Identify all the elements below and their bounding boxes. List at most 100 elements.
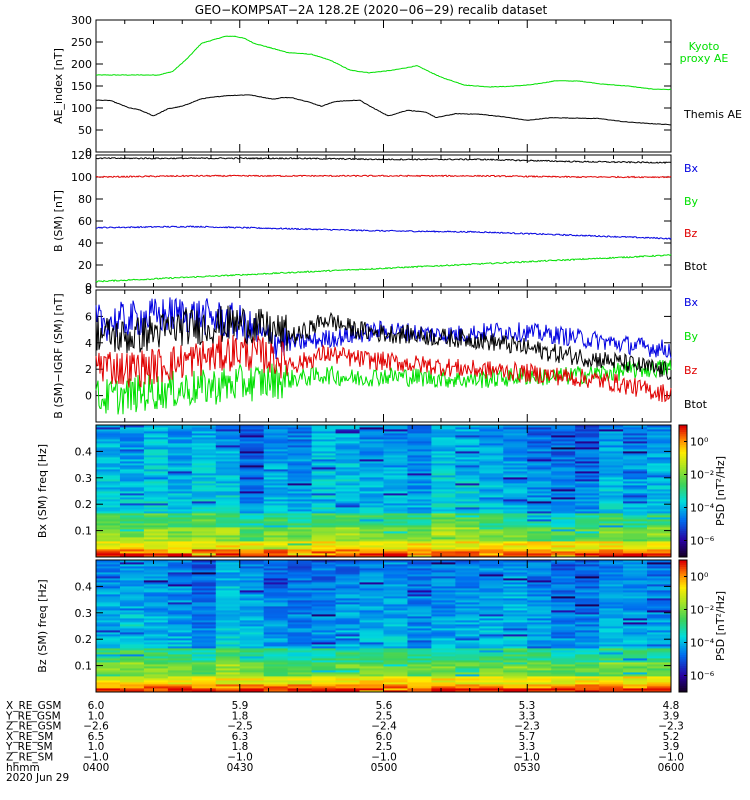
spectrogram-cell (647, 576, 672, 579)
spectrogram-cell (527, 650, 552, 653)
spectrogram-cell (311, 602, 336, 605)
ephemeris-date: 2020 Jun 29 (6, 772, 69, 784)
spectrogram-cell (455, 467, 480, 470)
spectrogram-cell (479, 519, 504, 522)
spectrogram-cell (503, 495, 528, 498)
spectrogram-cell (455, 686, 480, 689)
spectrogram-cell (647, 471, 672, 474)
spectrogram-cell (96, 475, 121, 478)
spectrogram-cell (239, 495, 265, 498)
spectrogram-cell (96, 483, 121, 486)
spectrogram-cell (599, 525, 624, 528)
spectrogram-cell (599, 576, 624, 579)
spectrogram-cell (167, 495, 193, 498)
spectrogram-cell (647, 658, 672, 661)
spectrogram-cell (623, 646, 648, 649)
spectrogram-cell (96, 576, 121, 579)
spectrogram-cell (407, 616, 432, 619)
spectrogram-cell (407, 592, 432, 595)
spectrogram-cell (407, 465, 432, 468)
ae-index-ylabel: AE_index [nT] (52, 48, 65, 124)
spectrogram-cell (527, 612, 552, 615)
spectrogram-cell (335, 463, 360, 466)
spectrogram-cell (551, 461, 576, 464)
spectrogram-cell (335, 614, 360, 617)
spectrogram-cell (647, 594, 672, 597)
spectrogram-cell (96, 686, 121, 689)
spectrogram-cell (215, 682, 241, 685)
spectrogram-cell (551, 477, 576, 480)
spectrogram-cell (527, 465, 552, 468)
spectrogram-cell (311, 594, 336, 597)
spectrogram-cell (311, 566, 336, 569)
spectrogram-cell (215, 610, 241, 613)
spectrogram-cell (143, 443, 169, 446)
spectrogram-cell (119, 467, 145, 470)
spectrogram-cell (623, 553, 648, 556)
spectrogram-cell (479, 469, 504, 472)
spectrogram-cell (359, 642, 384, 645)
spectrogram-cell (311, 604, 336, 607)
spectrogram-cell (623, 493, 648, 496)
spectrogram-cell (551, 537, 576, 540)
spectrogram-cell (311, 435, 336, 438)
spectrogram-cell (503, 473, 528, 476)
spectrogram-cell (599, 481, 624, 484)
spectrogram-cell (599, 513, 624, 516)
spectrogram-cell (167, 670, 193, 673)
spectrogram-cell (503, 537, 528, 540)
spectrogram-cell (383, 505, 408, 508)
spectrogram-cell (575, 511, 600, 514)
spectrogram-cell (623, 626, 648, 629)
spectrogram-cell (383, 463, 408, 466)
spectrogram-cell (359, 479, 384, 482)
y-tick-label: 50 (78, 124, 92, 137)
spectrogram-cell (623, 539, 648, 542)
spectrogram-cell (599, 451, 624, 454)
spectrogram-cell (287, 662, 313, 665)
spectrogram-cell (647, 515, 672, 518)
spectrogram-cell (239, 578, 265, 581)
spectrogram-cell (599, 566, 624, 569)
spectrogram-cell (119, 455, 145, 458)
spectrogram-cell (96, 555, 121, 558)
spectrogram-cell (383, 602, 408, 605)
spectrogram-cell (455, 515, 480, 518)
spectrogram-cell (575, 467, 600, 470)
spectrogram-cell (191, 636, 217, 639)
spectrogram-cell (623, 469, 648, 472)
spectrogram-cell (431, 511, 456, 514)
spectrogram-cell (311, 541, 336, 544)
spectrogram-cell (431, 630, 456, 633)
spectrogram-cell (431, 477, 456, 480)
spectrogram-cell (167, 485, 193, 488)
spectrogram-cell (215, 543, 241, 546)
spectrogram-cell (167, 644, 193, 647)
spectrogram-cell (527, 566, 552, 569)
spectrogram-cell (335, 499, 360, 502)
spectrogram-cell (431, 447, 456, 450)
spectrogram-cell (383, 626, 408, 629)
spectrogram-cell (311, 437, 336, 440)
spectrogram-cell (383, 562, 408, 565)
spectrogram-cell (383, 646, 408, 649)
spectrogram-cell (239, 680, 265, 683)
spectrogram-cell (239, 626, 265, 629)
spectrogram-cell (479, 598, 504, 601)
spectrogram-cell (455, 445, 480, 448)
spectrogram-cell (479, 491, 504, 494)
spectrogram-cell (167, 499, 193, 502)
spectrogram-cell (359, 604, 384, 607)
spectrogram-cell (455, 509, 480, 512)
spectrogram-cell (503, 562, 528, 565)
spectrogram-cell (335, 624, 360, 627)
spectrogram-cell (359, 624, 384, 627)
spectrogram-cell (239, 592, 265, 595)
spectrogram-cell (383, 654, 408, 657)
spectrogram-cell (455, 646, 480, 649)
spectrogram-cell (647, 483, 672, 486)
spectrogram-cell (215, 644, 241, 647)
spectrogram-cell (575, 682, 600, 685)
spectrogram-cell (143, 686, 169, 689)
spectrogram-cell (335, 435, 360, 438)
